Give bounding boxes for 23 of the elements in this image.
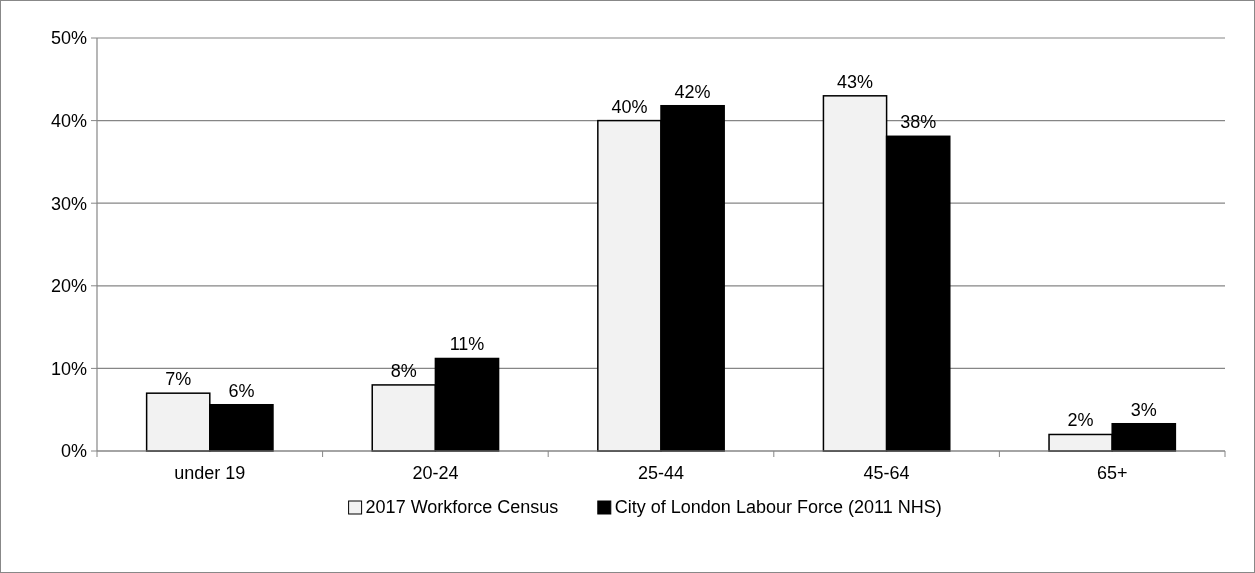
x-tick-label: under 19 — [174, 463, 246, 483]
y-tick-label: 50% — [50, 28, 87, 49]
data-label: 3% — [1130, 399, 1157, 420]
data-label: 8% — [390, 360, 417, 381]
data-label: 40% — [611, 96, 648, 117]
legend-label: City of London Labour Force (2011 NHS) — [614, 497, 942, 517]
data-label: 6% — [228, 380, 255, 401]
y-tick-label: 40% — [50, 110, 87, 131]
y-tick-label: 10% — [50, 358, 87, 379]
data-label: 42% — [674, 81, 711, 102]
data-label: 2% — [1067, 410, 1094, 431]
x-tick-label: 45-64 — [863, 463, 910, 483]
y-tick-label: 30% — [50, 193, 87, 214]
x-tick-label: 20-24 — [412, 463, 459, 483]
x-tick-label: 25-44 — [637, 463, 685, 483]
y-tick-label: 0% — [60, 441, 87, 462]
legend-label: 2017 Workforce Census — [365, 497, 559, 517]
y-tick-label: 20% — [50, 276, 87, 297]
data-label: 43% — [837, 71, 874, 92]
data-label: 7% — [165, 369, 192, 390]
x-tick-label: 65+ — [1096, 463, 1128, 483]
data-label: 38% — [900, 112, 937, 133]
data-label: 11% — [449, 334, 485, 355]
